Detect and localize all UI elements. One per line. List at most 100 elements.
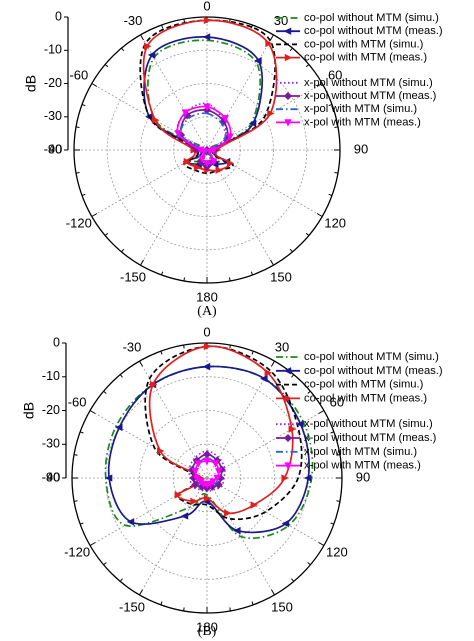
data-point-marker [260, 374, 268, 383]
grid-circle [106, 49, 308, 251]
angle-label: 180 [196, 619, 218, 634]
legend-entry: co-pol with MTM (meas.) [304, 392, 427, 404]
data-point-marker [288, 425, 297, 433]
angle-tick-mark [250, 24, 253, 29]
angle-tick-mark [334, 172, 339, 174]
radial-tick-label: -10 [44, 43, 62, 57]
radial-tick-label: -40 [44, 142, 62, 156]
data-point-marker [265, 39, 273, 48]
data-point-marker [281, 474, 289, 482]
grid-spoke [140, 34, 208, 151]
legend-entry: x-pol with MTM (simu.) [304, 446, 417, 458]
grid-spoke [89, 477, 208, 546]
legend-entry: co-pol without MTM (meas.) [304, 25, 443, 37]
legend-marker [283, 367, 292, 375]
angle-tick-mark [121, 47, 125, 52]
angle-label: 0 [203, 0, 210, 13]
radial-tick-label: 0 [53, 335, 60, 349]
radial-tick-label: -20 [44, 76, 62, 90]
legend-marker [283, 27, 292, 35]
angle-tick-mark [316, 213, 323, 217]
angle-tick-mark [328, 193, 333, 196]
angle-tick-mark [81, 193, 86, 196]
data-point-marker [226, 133, 234, 141]
data-point-marker [215, 166, 223, 174]
polar-panel-0: 0 30 60 90 120 150 180 -150 -120 -90 -60 -30 0 -10 -20… [23, 0, 443, 319]
legend-entry: co-pol without MTM (meas.) [304, 365, 443, 377]
angle-tick-mark [160, 601, 163, 606]
grid-circle [139, 410, 275, 546]
data-point-marker [174, 130, 182, 138]
legend-entry: co-pol with MTM (meas.) [304, 52, 427, 64]
angle-tick-mark [305, 64, 310, 68]
angle-tick-mark [121, 248, 125, 253]
angle-label: -120 [64, 544, 90, 559]
legend-entry: x-pol with MTM (meas.) [304, 116, 421, 128]
angle-tick-mark [119, 374, 123, 378]
data-point-marker [191, 468, 199, 476]
legend-entry: x-pol with MTM (simu.) [304, 103, 417, 115]
data-point-marker [202, 33, 211, 41]
angle-tick-mark [336, 454, 340, 456]
data-point-marker [303, 474, 312, 482]
data-point-marker [157, 447, 165, 455]
angle-tick-mark [251, 350, 254, 355]
polar-panel-1: 0 30 60 90 120 150 180 -150 -120 -90 -60 -30 0 -10 -20… [21, 324, 443, 639]
data-point-marker [254, 57, 262, 65]
data-point-marker [215, 468, 223, 476]
grid-spoke [206, 34, 274, 151]
legend-marker [284, 119, 292, 127]
data-point-marker [248, 119, 257, 128]
data-point-marker [203, 457, 211, 466]
angle-tick-mark [289, 248, 293, 253]
angle-label: 30 [275, 340, 289, 355]
angle-tick-mark [103, 390, 107, 394]
data-point-marker [183, 157, 192, 166]
angle-tick-mark [91, 83, 98, 87]
data-point-marker [202, 450, 212, 459]
legend-entry: co-pol with MTM (simu.) [304, 379, 424, 391]
angle-label: 120 [326, 544, 348, 559]
legend-marker [284, 53, 293, 62]
panel-caption: (A) [197, 304, 217, 319]
series-line-2 [144, 345, 303, 521]
angle-tick-mark [334, 126, 339, 128]
angle-tick-mark [328, 104, 333, 107]
grid-circle [140, 83, 274, 217]
data-point-marker [180, 512, 189, 520]
data-point-marker [181, 109, 190, 117]
data-point-marker [203, 342, 212, 351]
data-point-marker [104, 474, 113, 482]
angle-label: 30 [274, 13, 288, 28]
angle-tick-mark [183, 18, 185, 23]
angle-label: 60 [330, 394, 344, 409]
data-point-marker [196, 146, 205, 155]
angle-tick-mark [74, 500, 78, 502]
angle-tick-mark [74, 454, 78, 456]
legend-entry: x-pol without MTM (meas.) [304, 90, 437, 102]
angle-label: -30 [123, 340, 142, 355]
angle-tick-mark [307, 390, 311, 394]
radial-tick-label: -10 [42, 369, 60, 383]
angle-tick-mark [183, 345, 185, 349]
data-point-marker [203, 160, 211, 168]
grid-spoke [139, 360, 208, 479]
angle-tick-mark [270, 34, 274, 41]
legend-entry: co-pol with MTM (simu.) [304, 38, 424, 50]
data-point-marker [174, 491, 183, 499]
data-point-marker [147, 51, 156, 59]
data-point-marker [206, 148, 214, 156]
data-point-marker [203, 494, 212, 502]
radial-axis-label: dB [21, 402, 37, 419]
angle-tick-mark [271, 360, 275, 367]
data-point-marker [198, 155, 206, 163]
angle-tick-mark [251, 601, 254, 606]
grid-spoke [206, 477, 275, 596]
angle-tick-mark [229, 607, 231, 611]
angle-tick-mark [229, 345, 231, 349]
angle-tick-mark [119, 578, 123, 582]
angle-tick-mark [250, 271, 253, 276]
data-point-marker [190, 497, 198, 506]
